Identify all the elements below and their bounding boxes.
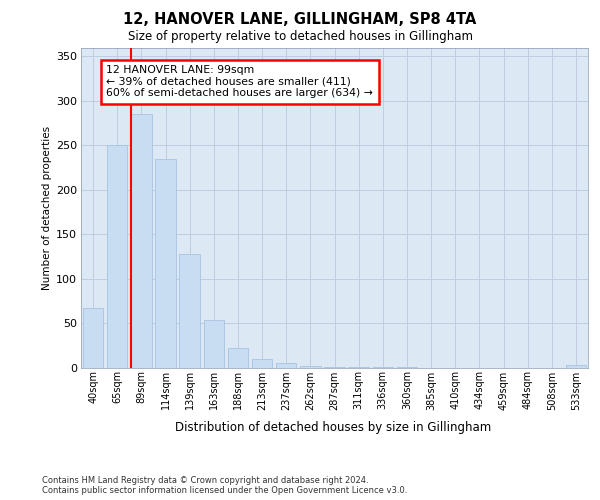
Text: Distribution of detached houses by size in Gillingham: Distribution of detached houses by size … [175,421,491,434]
Bar [373,366,393,368]
Bar [276,363,296,368]
Bar [107,146,127,368]
Text: Size of property relative to detached houses in Gillingham: Size of property relative to detached ho… [128,30,473,43]
Text: Contains HM Land Registry data © Crown copyright and database right 2024.: Contains HM Land Registry data © Crown c… [42,476,368,485]
Bar [179,254,200,368]
Text: 12 HANOVER LANE: 99sqm
← 39% of detached houses are smaller (411)
60% of semi-de: 12 HANOVER LANE: 99sqm ← 39% of detached… [106,65,373,98]
Text: 12, HANOVER LANE, GILLINGHAM, SP8 4TA: 12, HANOVER LANE, GILLINGHAM, SP8 4TA [124,12,476,28]
Bar [349,366,369,368]
Bar [300,366,320,368]
Text: Contains public sector information licensed under the Open Government Licence v3: Contains public sector information licen… [42,486,407,495]
Bar [155,158,176,368]
Y-axis label: Number of detached properties: Number of detached properties [41,126,52,290]
Bar [203,320,224,368]
Bar [131,114,152,368]
Bar [83,308,103,368]
Bar [324,366,345,368]
Bar [227,348,248,368]
Bar [397,366,417,368]
Bar [566,365,586,368]
Bar [252,358,272,368]
